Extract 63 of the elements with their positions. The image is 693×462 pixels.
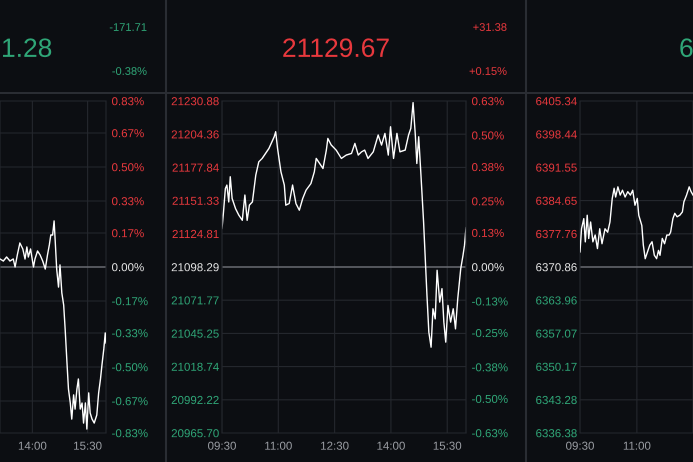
y-tick-label: 21177.84 (172, 164, 219, 172)
y-tick-label: 6398.44 (536, 130, 577, 139)
y-tick-label: 6357.07 (536, 330, 577, 338)
x-tick-label: 09:30 (566, 442, 594, 450)
line-series (580, 186, 693, 260)
y2-tick-label: -0.13% (472, 297, 508, 306)
y2-tick-label: 0.67% (112, 129, 144, 138)
y-tick-label: 21151.33 (172, 196, 219, 205)
line-series (222, 102, 466, 348)
y2-tick-label: -0.50% (472, 394, 508, 404)
y2-tick-label: 0.50% (472, 131, 504, 140)
y-tick-label: 6377.76 (536, 230, 577, 238)
y2-tick-label: 0.00% (472, 263, 504, 272)
y2-tick-label: 0.50% (112, 163, 144, 172)
y2-tick-label: -0.83% (112, 429, 148, 438)
y-tick-label: 6405.34 (536, 97, 577, 106)
y-tick-label: 21230.88 (172, 97, 219, 106)
chart-title: 6 (680, 38, 693, 58)
chart-title: 1.28 (3, 38, 52, 58)
text: -0.38% (112, 67, 147, 75)
y-tick-label: 6336.38 (536, 429, 577, 438)
line-series (0, 220, 106, 430)
x-tick-label: 15:30 (74, 442, 102, 450)
y-tick-label: 21071.77 (172, 296, 219, 304)
y-tick-label: 21204.36 (172, 130, 219, 138)
y-tick-label: 20992.22 (172, 396, 219, 404)
x-tick-label: 14:00 (18, 442, 46, 450)
y2-tick-label: 0.00% (112, 263, 144, 272)
y-tick-label: 6384.65 (536, 196, 577, 205)
chart-title: 21129.67 (283, 38, 389, 58)
y2-tick-label: 0.13% (472, 228, 504, 238)
y2-tick-label: 0.83% (112, 97, 144, 106)
y2-tick-label: 0.17% (112, 229, 144, 238)
y-tick-label: 21098.29 (172, 263, 219, 272)
y2-tick-label: -0.63% (472, 429, 508, 438)
x-tick-label: 12:30 (321, 442, 349, 450)
x-tick-label: 15:30 (434, 442, 462, 450)
y-tick-label: 20965.70 (172, 429, 219, 438)
y2-tick-label: -0.25% (472, 329, 508, 338)
text: +0.15% (470, 67, 507, 75)
y-tick-label: 21124.81 (172, 230, 219, 238)
text: +31.38 (473, 23, 507, 31)
x-tick-label: 11:00 (265, 442, 292, 450)
x-tick-label: 09:30 (208, 442, 236, 450)
text: -171.71 (110, 23, 146, 31)
x-tick-label: 14:00 (377, 442, 405, 450)
y-tick-label: 6370.86 (536, 263, 577, 272)
x-tick-label: 11:00 (624, 442, 650, 450)
y-tick-label: 21045.25 (172, 330, 219, 338)
y-tick-label: 6343.28 (536, 396, 577, 404)
y2-tick-label: -0.38% (472, 363, 508, 372)
y2-tick-label: 0.33% (112, 197, 144, 206)
y2-tick-label: -0.50% (112, 363, 148, 372)
y2-tick-label: -0.17% (112, 297, 148, 306)
y2-tick-label: -0.33% (112, 329, 148, 338)
y-tick-label: 6350.17 (536, 362, 577, 371)
y-tick-label: 6363.96 (536, 296, 577, 305)
y2-tick-label: 0.38% (472, 163, 504, 172)
y-tick-label: 21018.74 (172, 362, 219, 371)
y2-tick-label: 0.63% (472, 97, 504, 106)
y-tick-label: 6391.55 (536, 164, 577, 172)
y2-tick-label: 0.25% (472, 197, 504, 206)
y2-tick-label: -0.67% (112, 397, 148, 406)
